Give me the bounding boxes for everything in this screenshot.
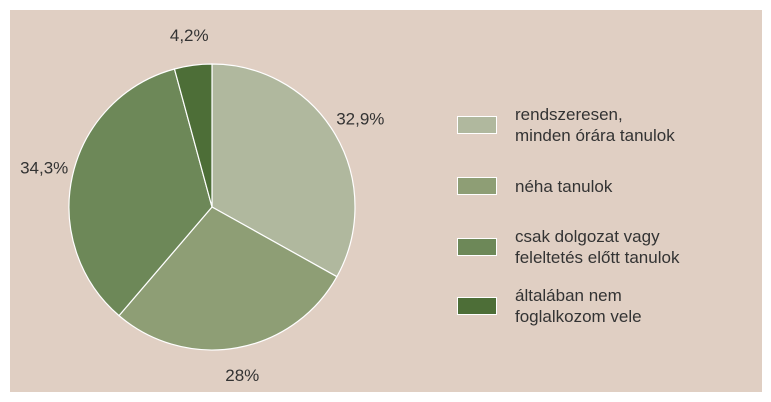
legend-label: csak dolgozat vagy feleltetés előtt tanu… <box>515 227 680 267</box>
legend-item: rendszeresen, minden órára tanulok <box>457 104 675 146</box>
pie-slice <box>68 68 213 317</box>
legend-label: néha tanulok <box>515 176 613 196</box>
legend-item: néha tanulok <box>457 176 612 197</box>
legend-swatch <box>457 177 497 195</box>
legend-swatch <box>457 238 497 256</box>
legend-label: rendszeresen, minden órára tanulok <box>515 105 675 145</box>
data-label: 34,3% <box>20 159 68 178</box>
legend-label: általában nem foglalkozom vele <box>515 286 642 326</box>
legend-swatch <box>457 297 497 315</box>
legend-swatch <box>457 116 497 134</box>
legend-item: csak dolgozat vagy feleltetés előtt tanu… <box>457 226 679 268</box>
chart: 32,9% 28% 34,3% 4,2% <box>20 26 384 385</box>
pie-slice <box>211 63 356 278</box>
data-label: 28% <box>225 366 259 385</box>
pie-slice <box>173 63 213 208</box>
data-label: 4,2% <box>170 26 209 45</box>
chart-frame: 32,9% 28% 34,3% 4,2% rendszeresen, minden ó… <box>10 10 762 392</box>
legend-item: általában nem foglalkozom vele <box>457 285 642 327</box>
data-label: 32,9% <box>336 109 384 128</box>
pie-slice <box>118 206 338 351</box>
